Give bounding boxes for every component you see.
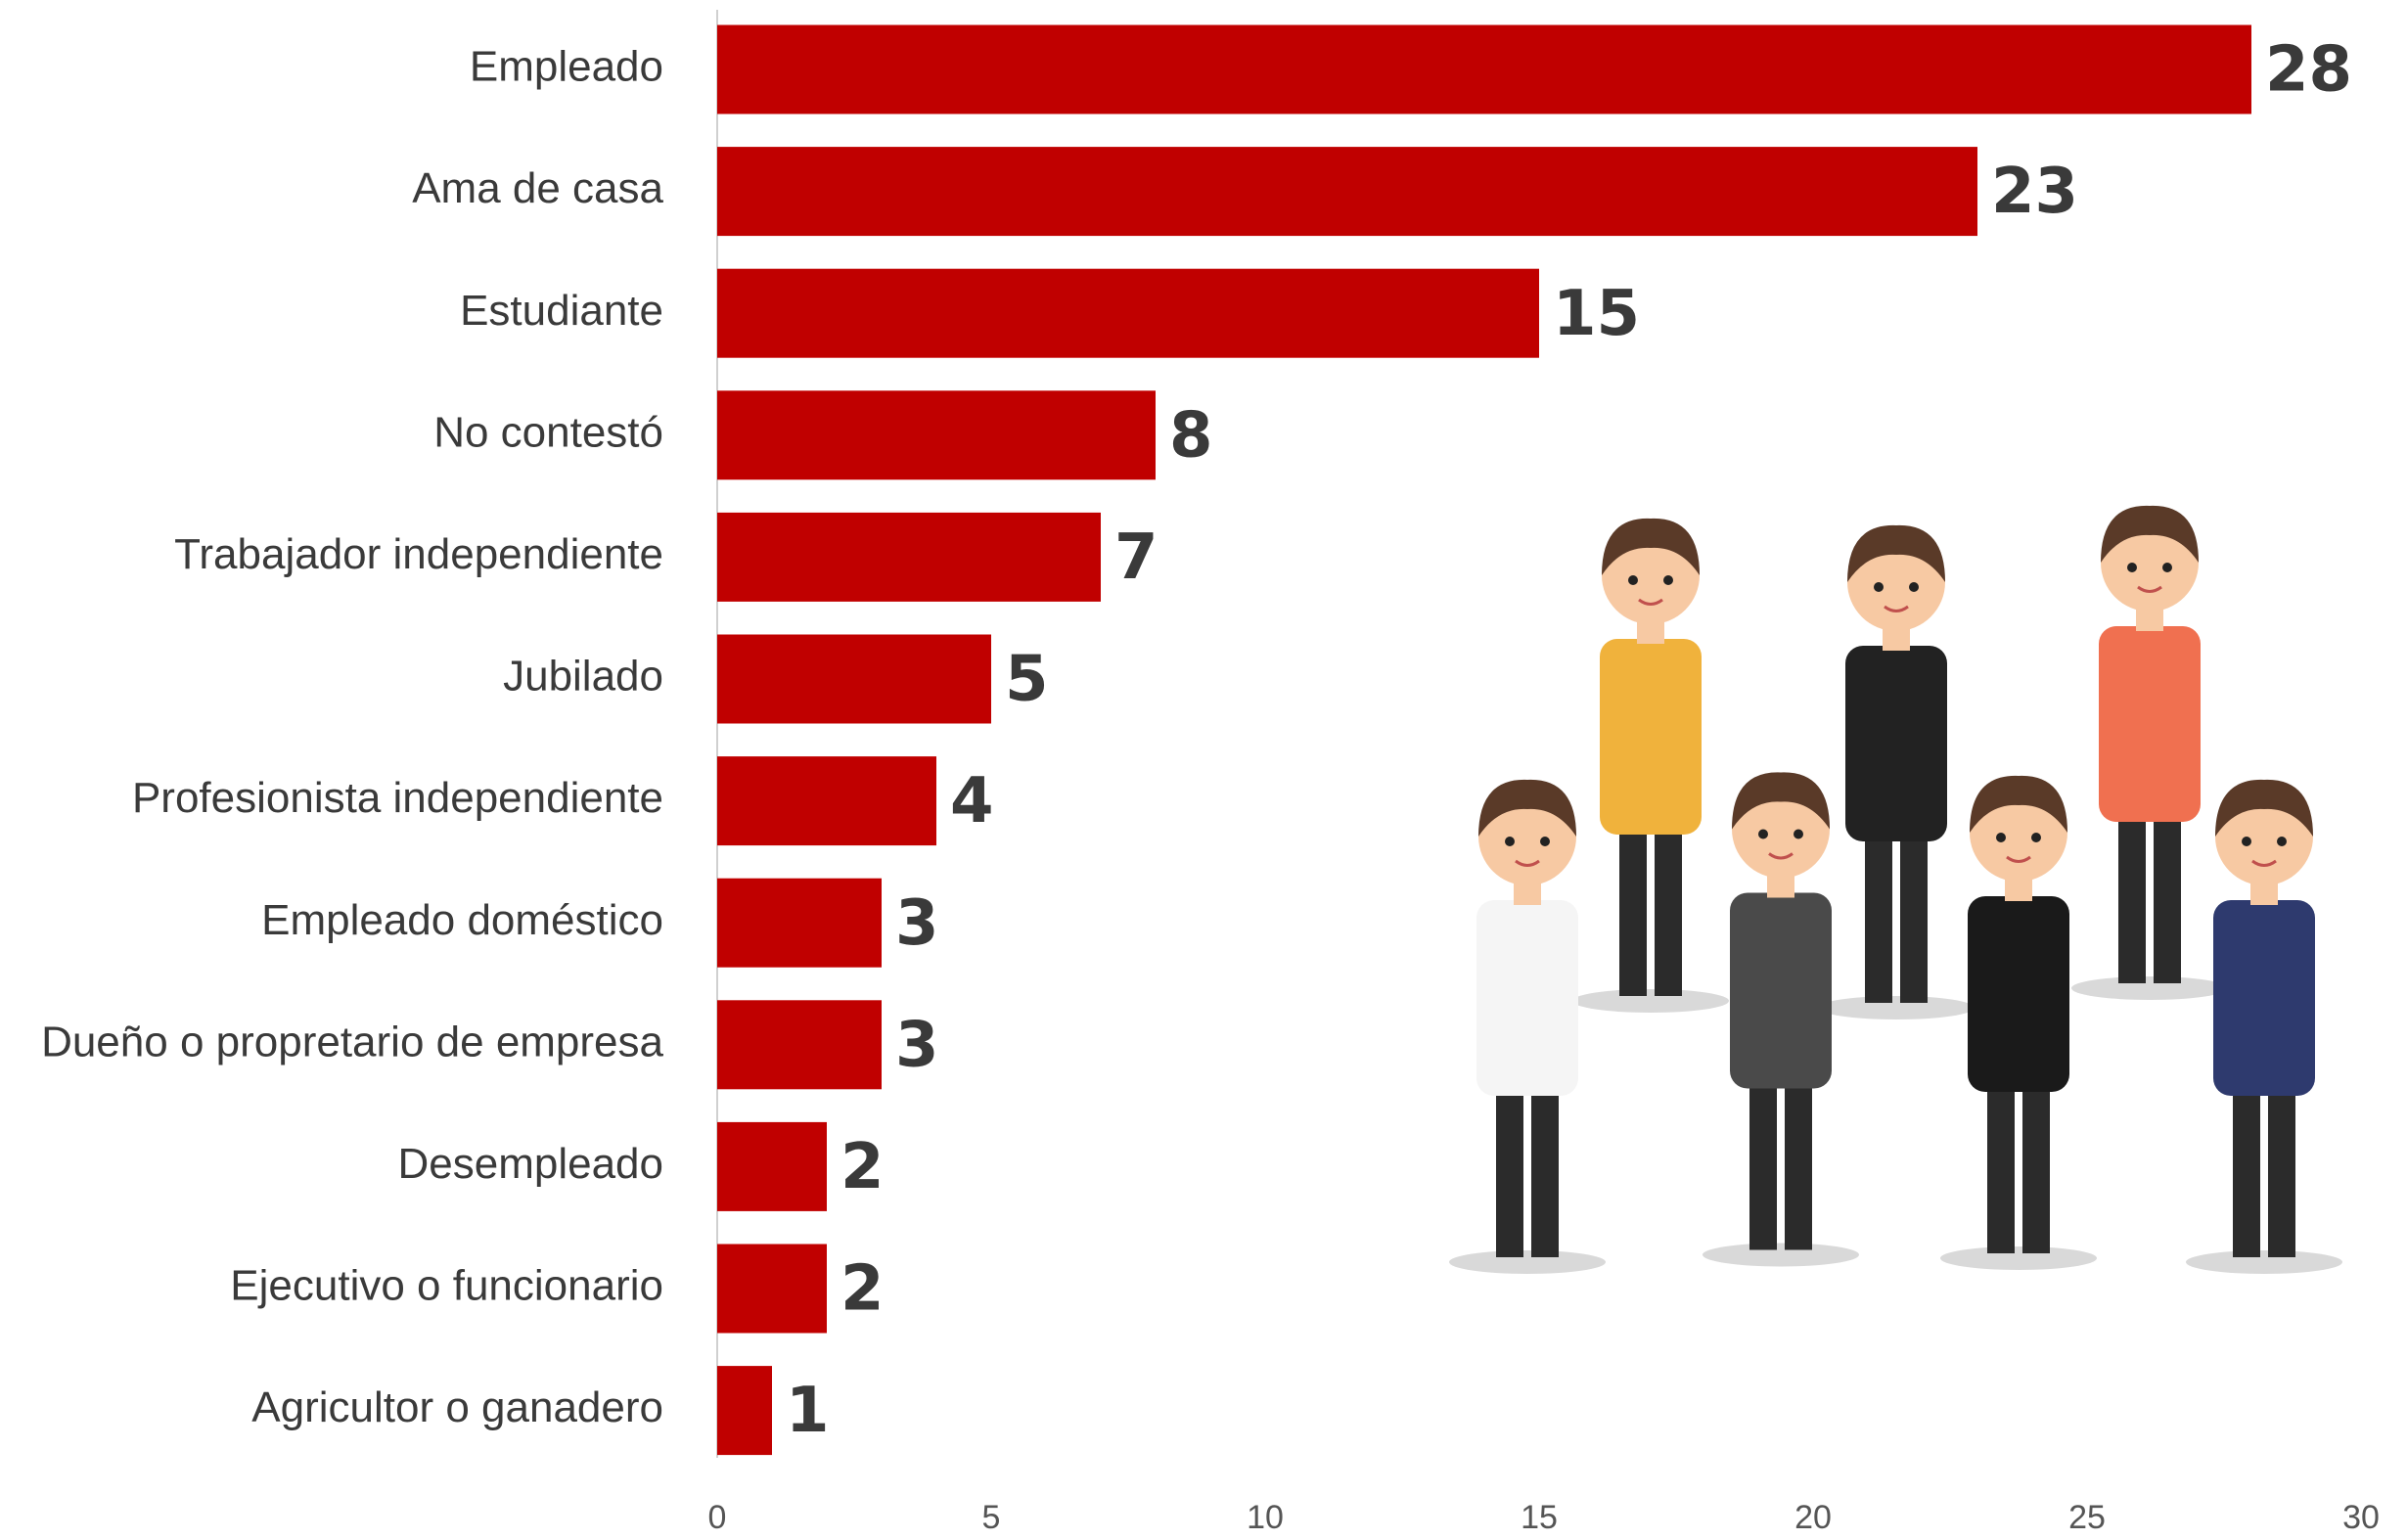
x-tick-label: 25 — [2068, 1499, 2106, 1536]
chart: 051015202530Empleado28Ama de casa23Estud… — [0, 0, 2407, 1540]
y-tick-label: Empleado doméstico — [261, 896, 663, 944]
y-tick-label: Empleado — [470, 43, 663, 91]
bar — [717, 1000, 882, 1089]
x-tick-label: 5 — [982, 1499, 1001, 1536]
value-label: 3 — [895, 1009, 939, 1081]
bar — [717, 390, 1156, 479]
bar — [717, 269, 1539, 358]
y-tick-label: Estudiante — [460, 287, 663, 335]
y-tick-label: Jubilado — [503, 653, 663, 701]
value-label: 1 — [786, 1375, 830, 1447]
bar — [717, 756, 936, 845]
value-label: 23 — [1991, 156, 2078, 228]
value-label: 7 — [1114, 521, 1158, 594]
x-tick-label: 0 — [708, 1499, 727, 1536]
value-label: 8 — [1169, 399, 1213, 472]
y-tick-label: Ejecutivo o funcionario — [230, 1262, 663, 1310]
y-tick-label: No contestó — [433, 408, 663, 456]
value-label: 3 — [895, 887, 939, 960]
bar — [717, 1366, 772, 1455]
bar — [717, 25, 2251, 114]
bar — [717, 1122, 827, 1211]
value-label: 15 — [1553, 278, 1640, 350]
y-tick-label: Ama de casa — [412, 164, 663, 212]
x-tick-label: 20 — [1794, 1499, 1832, 1536]
y-tick-label: Desempleado — [398, 1140, 664, 1188]
bar — [717, 147, 1977, 236]
value-label: 2 — [840, 1131, 885, 1203]
value-label: 2 — [840, 1253, 885, 1326]
value-label: 5 — [1005, 644, 1049, 716]
illustration — [1449, 506, 2342, 1274]
x-tick-label: 10 — [1247, 1499, 1284, 1536]
bar — [717, 635, 991, 724]
x-tick-label: 30 — [2342, 1499, 2380, 1536]
bar — [717, 1245, 827, 1334]
y-tick-label: Trabajador independiente — [174, 530, 663, 578]
value-label: 4 — [950, 765, 994, 838]
y-tick-label: Dueño o propretario de empresa — [41, 1018, 663, 1065]
bar — [717, 513, 1101, 602]
bar — [717, 879, 882, 968]
y-tick-label: Profesionista independiente — [132, 774, 663, 822]
y-tick-label: Agricultor o ganadero — [251, 1383, 663, 1431]
value-label: 28 — [2265, 34, 2352, 107]
x-tick-label: 15 — [1521, 1499, 1558, 1536]
